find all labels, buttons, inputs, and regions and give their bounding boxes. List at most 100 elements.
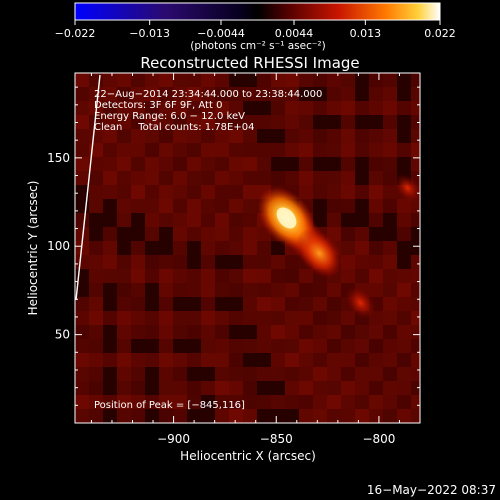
annotation-time-range: 22−Aug−2014 23:34:44.000 to 23:38:44.000: [94, 89, 322, 100]
texture-cell: [313, 297, 327, 311]
texture-cell: [299, 87, 313, 101]
texture-cell: [397, 143, 411, 157]
texture-cell: [243, 199, 257, 213]
texture-cell: [103, 157, 117, 171]
texture-cell: [187, 171, 201, 185]
texture-cell: [131, 255, 145, 269]
texture-cell: [369, 325, 383, 339]
texture-cell: [229, 241, 243, 255]
texture-cell: [159, 129, 173, 143]
texture-cell: [369, 143, 383, 157]
texture-cell: [257, 339, 271, 353]
texture-cell: [187, 157, 201, 171]
texture-cell: [243, 283, 257, 297]
texture-cell: [383, 115, 397, 129]
texture-cell: [397, 255, 411, 269]
texture-cell: [383, 339, 397, 353]
texture-cell: [173, 143, 187, 157]
texture-cell: [229, 409, 243, 423]
texture-cell: [327, 101, 341, 115]
texture-cell: [201, 409, 215, 423]
texture-cell: [411, 353, 420, 367]
texture-cell: [215, 395, 229, 409]
texture-cell: [341, 143, 355, 157]
texture-cell: [159, 213, 173, 227]
texture-cell: [397, 115, 411, 129]
texture-cell: [103, 283, 117, 297]
texture-cell: [229, 297, 243, 311]
texture-cell: [285, 283, 299, 297]
texture-cell: [145, 297, 159, 311]
texture-cell: [383, 171, 397, 185]
texture-cell: [187, 213, 201, 227]
colorbar-tick-label: 0.0044: [275, 27, 314, 40]
texture-cell: [355, 87, 369, 101]
texture-cell: [369, 199, 383, 213]
texture-cell: [159, 311, 173, 325]
texture-cell: [75, 101, 89, 115]
texture-cell: [187, 227, 201, 241]
emission-source: [296, 228, 343, 279]
texture-cell: [313, 115, 327, 129]
texture-cell: [369, 269, 383, 283]
texture-cell: [383, 129, 397, 143]
texture-cell: [89, 381, 103, 395]
texture-cell: [341, 339, 355, 353]
colorbar-tick-label: −0.022: [55, 27, 96, 40]
texture-cell: [159, 367, 173, 381]
texture-cell: [201, 297, 215, 311]
texture-cell: [341, 325, 355, 339]
texture-cell: [187, 185, 201, 199]
texture-cell: [257, 143, 271, 157]
texture-cell: [271, 353, 285, 367]
texture-cell: [117, 409, 131, 423]
texture-cell: [187, 339, 201, 353]
texture-cell: [75, 353, 89, 367]
texture-cell: [187, 255, 201, 269]
texture-cell: [257, 367, 271, 381]
texture-cell: [313, 311, 327, 325]
texture-cell: [271, 87, 285, 101]
texture-cell: [89, 227, 103, 241]
texture-cell: [103, 199, 117, 213]
texture-cell: [285, 409, 299, 423]
texture-cell: [243, 143, 257, 157]
texture-cell: [411, 213, 420, 227]
texture-cell: [257, 171, 271, 185]
texture-cell: [89, 325, 103, 339]
texture-cell: [201, 283, 215, 297]
texture-cell: [187, 241, 201, 255]
texture-cell: [159, 409, 173, 423]
texture-cell: [89, 213, 103, 227]
texture-cell: [243, 395, 257, 409]
texture-cell: [103, 101, 117, 115]
texture-cell: [103, 129, 117, 143]
texture-cell: [369, 227, 383, 241]
texture-cell: [299, 325, 313, 339]
texture-cell: [411, 409, 420, 423]
texture-cell: [131, 409, 145, 423]
texture-cell: [355, 157, 369, 171]
texture-cell: [285, 367, 299, 381]
texture-cell: [285, 101, 299, 115]
texture-cell: [313, 171, 327, 185]
texture-cell: [411, 87, 420, 101]
texture-cell: [117, 185, 131, 199]
texture-cell: [201, 311, 215, 325]
texture-cell: [229, 255, 243, 269]
annotation-total-counts: Clean Total counts: 1.78E+04: [94, 122, 254, 133]
texture-cell: [327, 325, 341, 339]
texture-cell: [75, 157, 89, 171]
texture-cell: [173, 87, 187, 101]
texture-cell: [411, 339, 420, 353]
texture-cell: [229, 101, 243, 115]
x-tick-label: −800: [362, 432, 395, 446]
texture-cell: [271, 143, 285, 157]
texture-cell: [327, 87, 341, 101]
texture-cell: [103, 185, 117, 199]
texture-cell: [243, 73, 257, 87]
texture-cell: [355, 339, 369, 353]
texture-cell: [299, 297, 313, 311]
texture-cell: [313, 325, 327, 339]
